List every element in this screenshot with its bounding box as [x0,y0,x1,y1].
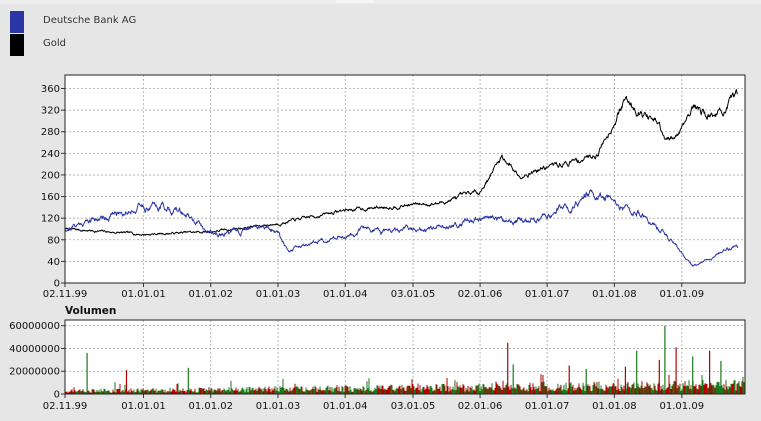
price-y-tick-label: 160 [41,192,60,203]
top-strip-segment [336,0,374,3]
price-y-tick-label: 40 [47,257,60,268]
volume-plot-area [65,320,745,394]
price-y-tick-label: 360 [41,84,60,95]
price-x-tick-label: 01.01.03 [256,289,301,300]
series-line-gold [64,89,738,236]
price-x-tick-label: 01.01.04 [323,289,368,300]
volume-y-tick-label: 40000000 [9,344,60,355]
legend-swatch-deutsche-bank [10,11,24,33]
volume-x-tick-label: 02.11.99 [43,401,88,412]
volume-x-tick-label: 01.01.07 [525,401,570,412]
price-x-tick-label: 01.01.02 [188,289,233,300]
series-line-deutsche-bank-ag [64,189,739,267]
legend-label-deutsche-bank: Deutsche Bank AG [43,15,137,26]
legend-swatch-gold [10,34,24,56]
price-y-tick-label: 120 [41,214,60,225]
price-x-tick-label: 01.01.07 [525,289,570,300]
volume-y-tick-label: 0 [54,390,60,401]
volume-y-tick-label: 60000000 [9,321,60,332]
price-y-tick-label: 0 [54,279,60,290]
price-x-tick-label: 01.01.01 [121,289,166,300]
volume-x-tick-label: 03.01.05 [391,401,436,412]
legend-label-gold: Gold [43,38,66,49]
price-x-tick-label: 03.01.05 [391,289,436,300]
price-y-tick-label: 240 [41,149,60,160]
top-strip [0,0,761,4]
volume-x-tick-label: 02.01.06 [458,401,503,412]
price-x-tick-label: 01.01.09 [660,289,705,300]
volume-y-tick-label: 20000000 [9,367,60,378]
price-y-tick-label: 200 [41,170,60,181]
price-plot-area [65,75,745,283]
price-chart: 0 40 80 120 160 200 240 280 320 360 02.11.99 01.01.… [41,74,746,300]
volume-plot-frame [64,319,746,395]
price-x-tick-label: 02.01.06 [458,289,503,300]
volume-chart-title: Volumen [65,305,116,317]
volume-x-tick-label: 01.01.02 [188,401,233,412]
price-plot-frame [64,74,746,284]
price-y-tick-label: 80 [47,235,60,246]
volume-x-tick-label: 01.01.09 [660,401,705,412]
volume-x-tick-label: 01.01.03 [256,401,301,412]
volume-x-tick-label: 01.01.01 [121,401,166,412]
volume-chart: 0 20000000 40000000 60000000 02.11.99 01.01.0… [9,319,746,412]
volume-x-tick-label: 01.01.08 [592,401,637,412]
price-y-tick-label: 280 [41,127,60,138]
price-x-tick-label: 02.11.99 [43,289,88,300]
volume-x-tick-label: 01.01.04 [323,401,368,412]
price-y-tick-label: 320 [41,106,60,117]
price-x-tick-label: 01.01.08 [592,289,637,300]
